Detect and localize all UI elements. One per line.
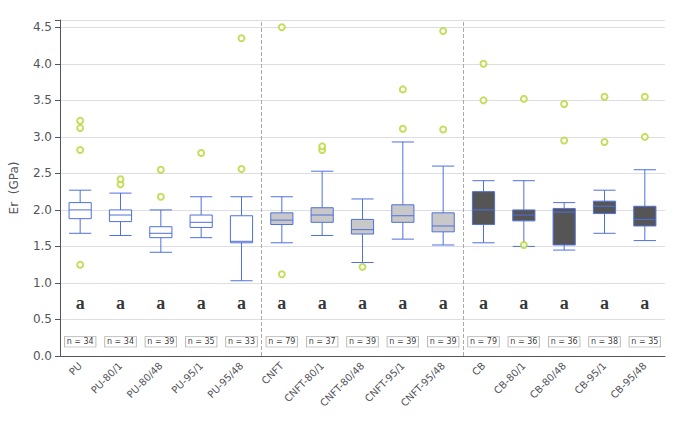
svg-text:3.5: 3.5	[33, 93, 52, 107]
svg-text:a: a	[358, 293, 367, 313]
svg-text:n = 39: n = 39	[349, 337, 376, 346]
svg-text:CNFT-95/1: CNFT-95/1	[363, 360, 407, 404]
svg-text:a: a	[479, 293, 488, 313]
svg-text:a: a	[600, 293, 609, 313]
svg-text:a: a	[197, 293, 206, 313]
svg-text:2.0: 2.0	[33, 203, 52, 217]
svg-text:Er (GPa): Er (GPa)	[7, 162, 21, 215]
svg-text:CB-95/1: CB-95/1	[572, 360, 608, 396]
svg-text:4.0: 4.0	[33, 57, 52, 71]
svg-text:a: a	[398, 293, 407, 313]
svg-text:CB-80/48: CB-80/48	[528, 360, 568, 400]
svg-text:n = 34: n = 34	[107, 337, 134, 346]
svg-text:a: a	[156, 293, 165, 313]
svg-text:CB: CB	[470, 360, 488, 378]
svg-text:CNFT: CNFT	[259, 359, 286, 386]
svg-text:1.5: 1.5	[33, 239, 52, 253]
svg-text:CB-95/48: CB-95/48	[608, 360, 648, 400]
svg-text:n = 35: n = 35	[631, 337, 658, 346]
svg-text:PU: PU	[67, 360, 84, 377]
svg-text:4.5: 4.5	[33, 20, 52, 34]
svg-text:n = 37: n = 37	[309, 337, 336, 346]
svg-text:a: a	[439, 293, 448, 313]
svg-text:CB-80/1: CB-80/1	[492, 360, 528, 396]
svg-text:n = 35: n = 35	[188, 337, 215, 346]
svg-text:a: a	[277, 293, 286, 313]
svg-text:a: a	[76, 293, 85, 313]
svg-text:PU-95/1: PU-95/1	[169, 360, 205, 396]
svg-text:CNFT-80/48: CNFT-80/48	[318, 360, 366, 408]
svg-text:CNFT-95/48: CNFT-95/48	[399, 360, 447, 408]
svg-text:3.0: 3.0	[33, 130, 52, 144]
svg-text:a: a	[519, 293, 528, 313]
svg-text:2.5: 2.5	[33, 166, 52, 180]
svg-text:n = 79: n = 79	[268, 337, 295, 346]
svg-text:a: a	[116, 293, 125, 313]
svg-text:n = 38: n = 38	[591, 337, 618, 346]
svg-text:n = 36: n = 36	[551, 337, 578, 346]
svg-text:a: a	[640, 293, 649, 313]
svg-text:PU-95/48: PU-95/48	[205, 360, 245, 400]
svg-text:n = 36: n = 36	[510, 337, 537, 346]
svg-text:1.0: 1.0	[33, 276, 52, 290]
svg-text:a: a	[237, 293, 246, 313]
svg-text:n = 39: n = 39	[147, 337, 174, 346]
svg-text:a: a	[318, 293, 327, 313]
svg-text:n = 39: n = 39	[389, 337, 416, 346]
svg-text:a: a	[560, 293, 569, 313]
svg-text:n = 33: n = 33	[228, 337, 255, 346]
svg-text:n = 34: n = 34	[67, 337, 94, 346]
svg-text:0.0: 0.0	[33, 349, 52, 363]
svg-text:0.5: 0.5	[33, 312, 52, 326]
svg-text:n = 79: n = 79	[470, 337, 497, 346]
svg-text:n = 39: n = 39	[430, 337, 457, 346]
svg-text:PU-80/48: PU-80/48	[125, 360, 165, 400]
svg-text:PU-80/1: PU-80/1	[89, 360, 125, 396]
svg-text:CNFT-80/1: CNFT-80/1	[282, 360, 326, 404]
